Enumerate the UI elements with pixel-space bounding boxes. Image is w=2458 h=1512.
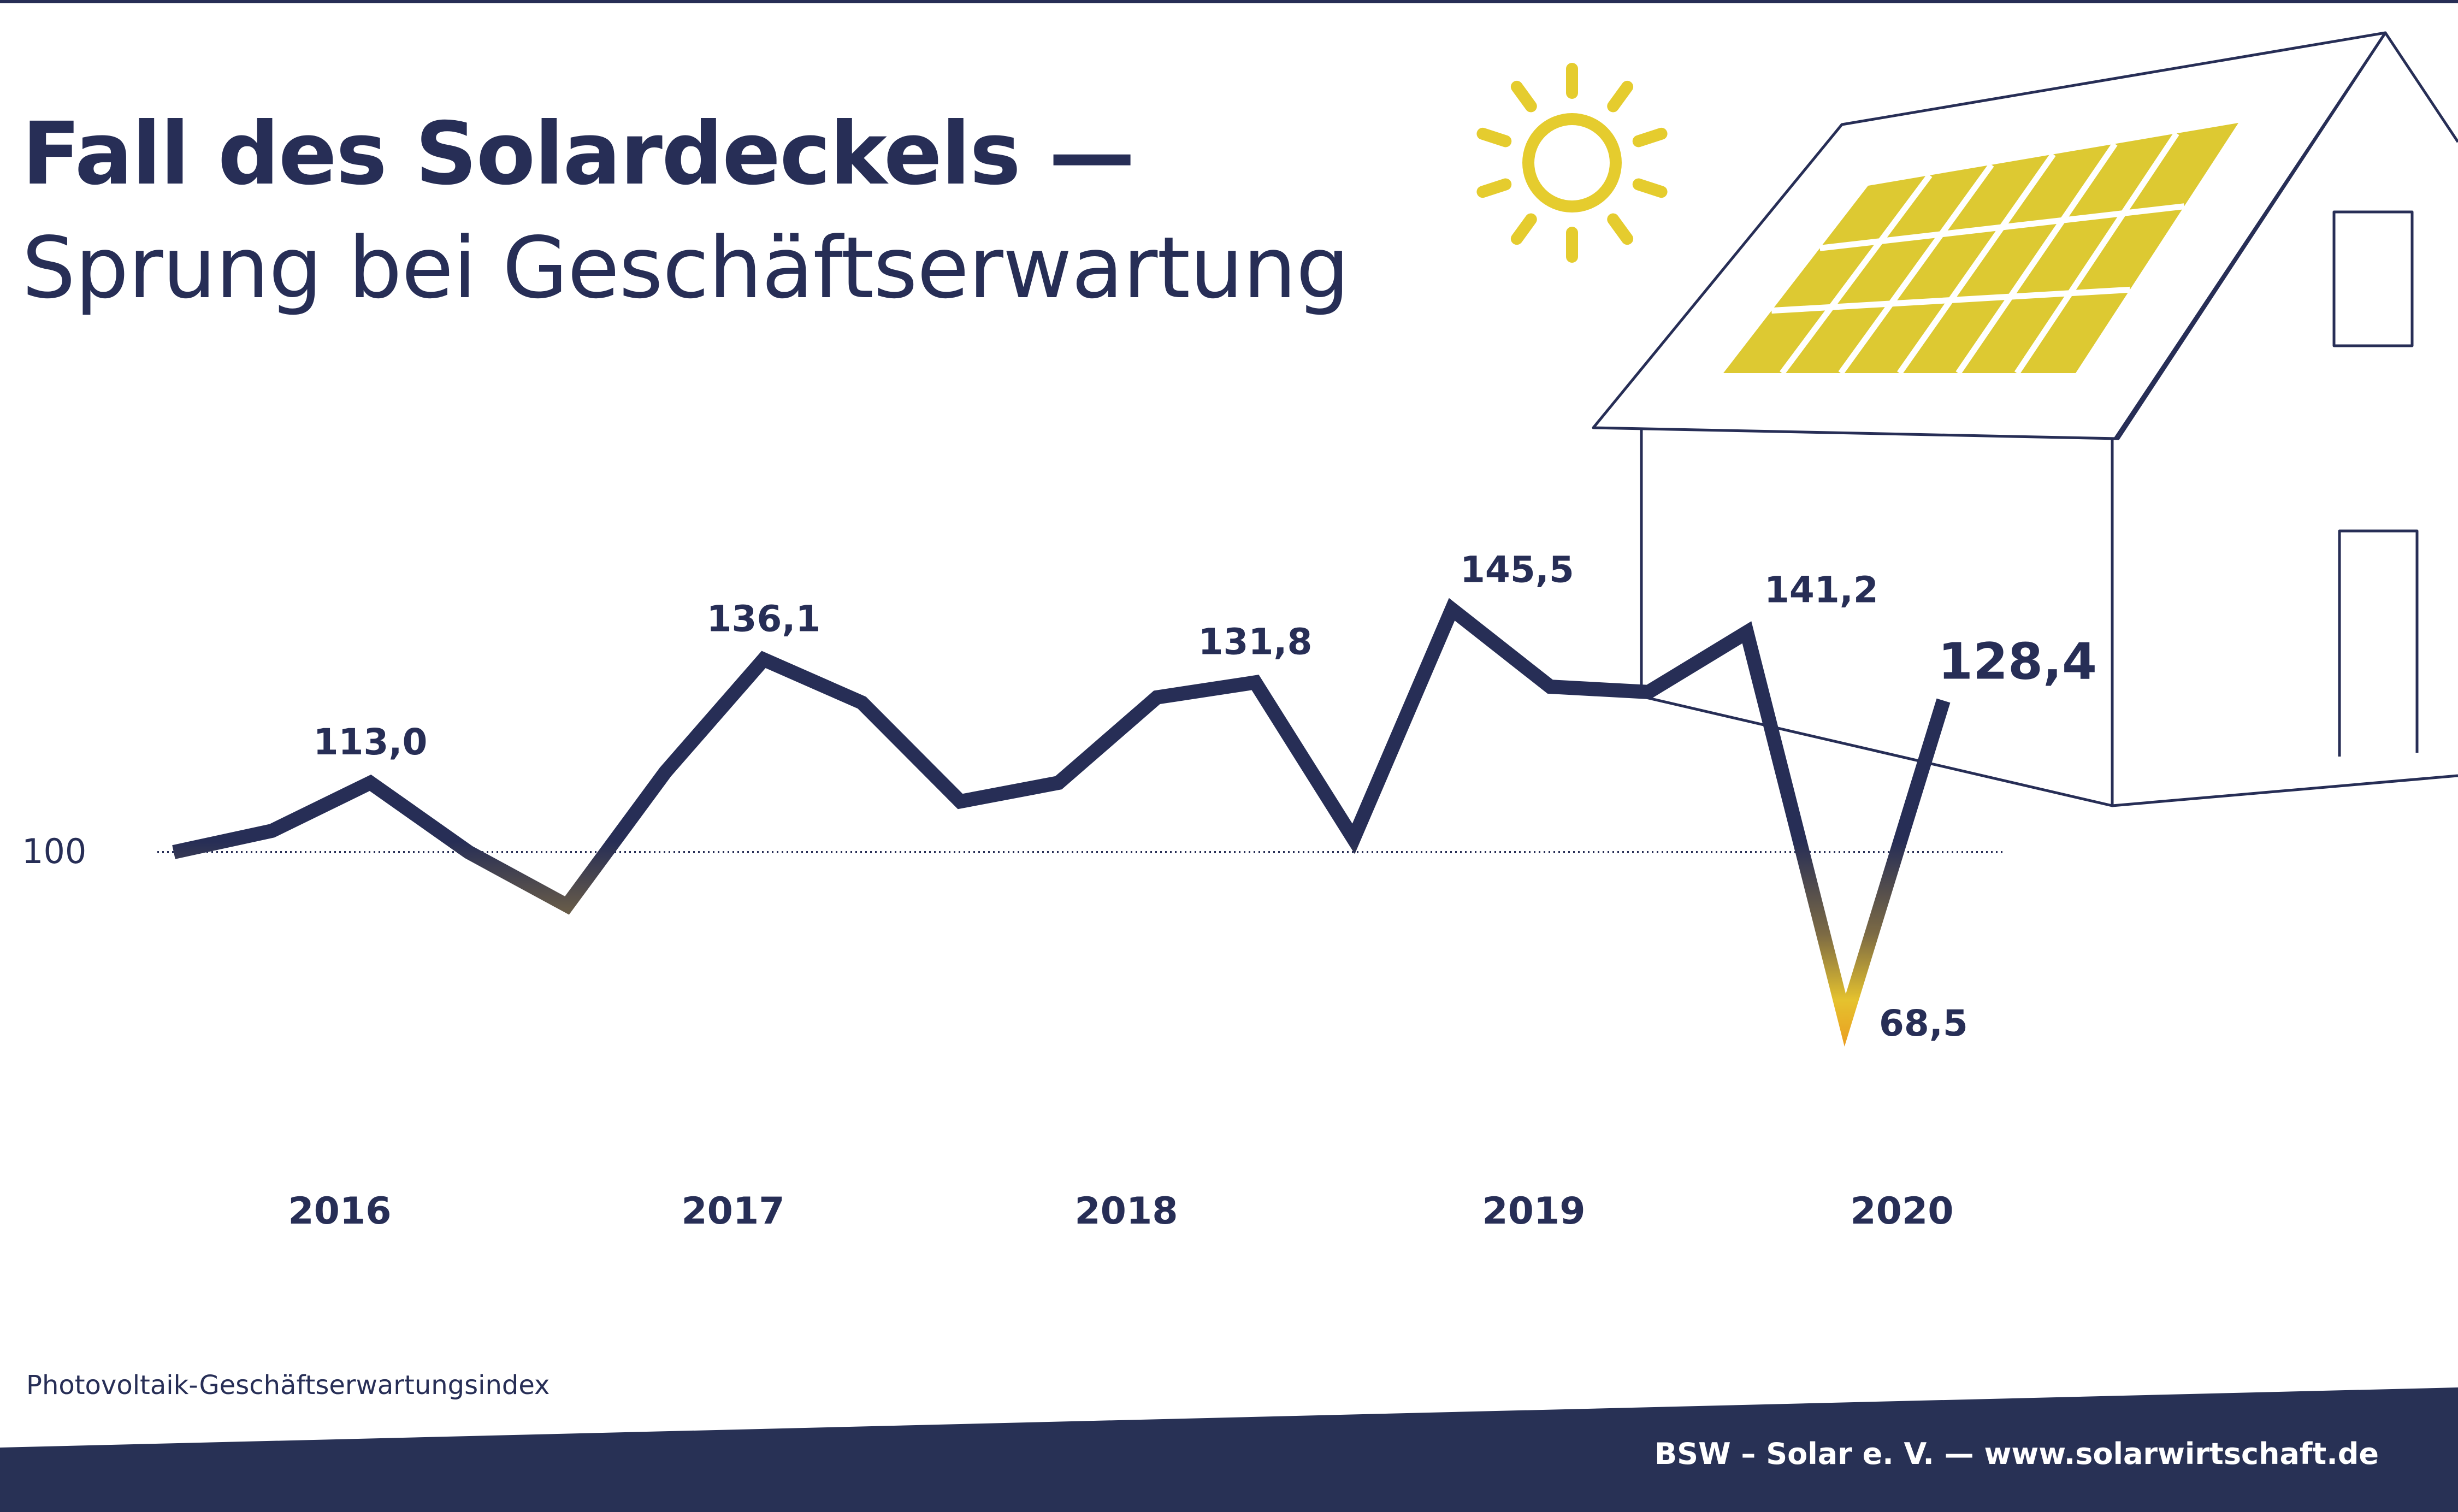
sun-ray: [1476, 178, 1512, 198]
data-label: 68,5: [1879, 1002, 1968, 1044]
sun-ray: [1607, 213, 1634, 245]
chart-subtitle: Sprung bei Geschäftserwartung: [22, 218, 1350, 317]
data-point: [757, 652, 771, 666]
x-tick-label: 2016: [288, 1190, 391, 1233]
sun-ray: [1510, 80, 1537, 113]
data-point: [265, 824, 279, 838]
house-icon: [1592, 31, 2458, 807]
data-label: 131,8: [1198, 621, 1313, 663]
source-label: Photovoltaik-Geschäftserwartungsindex: [26, 1370, 550, 1401]
sun-icon: [1476, 63, 1668, 263]
footer-credit: BSW – Solar e. V. — www.solarwirtschaft.…: [1655, 1437, 2379, 1471]
sun-ray: [1607, 80, 1634, 113]
data-point: [1150, 690, 1164, 705]
data-point: [1051, 776, 1066, 790]
data-point: [658, 765, 672, 779]
x-tick-label: 2020: [1850, 1190, 1953, 1233]
footer-band: [0, 1387, 2458, 1512]
data-point: [855, 695, 869, 710]
sun-ray: [1632, 127, 1668, 147]
data-point: [1248, 675, 1262, 689]
data-point: [363, 776, 377, 790]
chart-title: Fall des Solardeckels —: [22, 104, 1135, 204]
data-point: [1445, 602, 1459, 616]
x-tick-label: 2017: [681, 1190, 784, 1233]
data-point: [1346, 832, 1361, 846]
data-point: [1838, 1013, 1852, 1027]
data-point: [462, 845, 476, 859]
series-line: [172, 598, 1951, 1047]
data-label: 128,4: [1938, 633, 2097, 691]
data-point: [1936, 694, 1951, 708]
x-tick-label: 2018: [1074, 1190, 1178, 1233]
data-point: [167, 845, 181, 859]
sun-ray: [1632, 178, 1668, 198]
data-label: 145,5: [1460, 548, 1574, 590]
data-point: [560, 899, 574, 913]
data-point: [1641, 685, 1656, 699]
x-tick-label: 2019: [1482, 1190, 1585, 1233]
data-label: 113,0: [314, 721, 428, 763]
data-label: 141,2: [1764, 569, 1878, 611]
data-point: [953, 794, 967, 808]
sun-ray: [1510, 213, 1537, 245]
sun-ray: [1476, 127, 1512, 147]
baseline-label: 100: [22, 831, 86, 871]
data-point: [1740, 625, 1754, 639]
data-point: [1543, 680, 1557, 694]
solar-panel-icon: [1723, 123, 2238, 375]
data-label: 136,1: [707, 598, 821, 640]
